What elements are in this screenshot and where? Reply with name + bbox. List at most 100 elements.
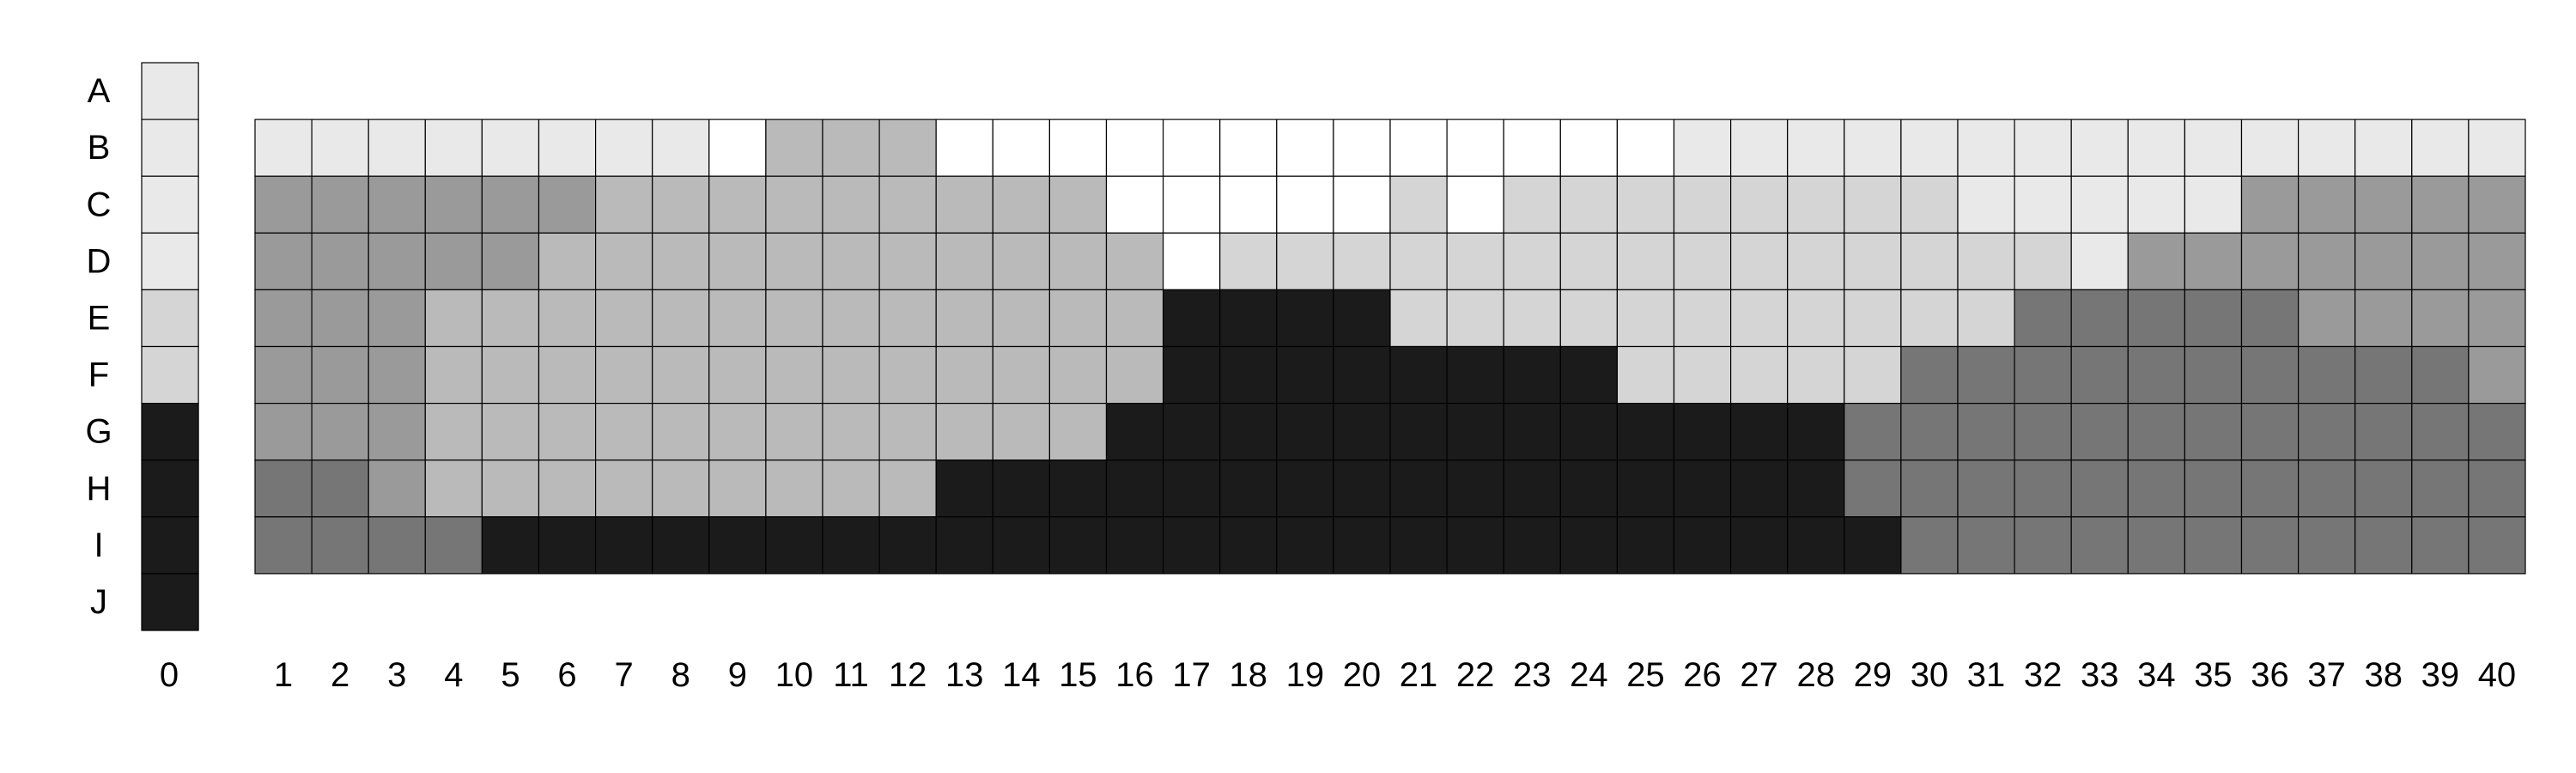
cell-E-20	[1333, 289, 1391, 348]
col-label-7: 7	[615, 656, 634, 694]
cell-D-2	[311, 232, 369, 290]
col-label-33: 33	[2081, 656, 2119, 694]
col-label-4: 4	[444, 656, 463, 694]
cell-E-12	[878, 289, 937, 348]
col-label-16: 16	[1115, 656, 1154, 694]
cell-B-1	[254, 119, 313, 177]
cell-F-7	[594, 345, 653, 405]
cell-E-37	[2298, 289, 2356, 348]
cell-I-4	[424, 516, 483, 575]
cell-C-6	[538, 175, 597, 234]
cell-H-22	[1446, 460, 1504, 518]
cell-G-32	[2014, 403, 2072, 461]
cell-G-11	[822, 403, 880, 461]
cell-D-24	[1559, 232, 1619, 290]
cell-F-28	[1787, 345, 1845, 405]
col-label-9: 9	[728, 656, 747, 694]
cell-I-28	[1787, 516, 1845, 575]
cell-D-29	[1844, 232, 1902, 290]
cell-H-37	[2298, 460, 2356, 518]
cell-I-22	[1446, 516, 1504, 575]
cell-E-8	[652, 289, 710, 348]
cell-B-3	[368, 119, 426, 177]
cell-F-32	[2014, 345, 2072, 405]
cell-H-12	[878, 460, 937, 518]
cell-H-9	[708, 460, 767, 518]
col-label-21: 21	[1400, 656, 1438, 694]
cell-E-10	[765, 289, 823, 348]
cell-D-30	[1900, 232, 1959, 290]
cell-C-35	[2184, 175, 2243, 234]
cell-F-15	[1048, 345, 1108, 405]
cell-E-24	[1559, 289, 1619, 348]
cell-F-27	[1729, 345, 1789, 405]
cell-I-2	[311, 516, 369, 575]
cell-C-11	[822, 175, 880, 234]
cell-B-33	[2070, 119, 2129, 177]
cell-B-34	[2127, 119, 2186, 177]
row-label-D: D	[87, 242, 112, 280]
cell-H-3	[368, 460, 426, 518]
cell-E-28	[1787, 289, 1845, 348]
cell-H-4	[424, 460, 483, 518]
cell-B-25	[1616, 119, 1675, 177]
cell-E-23	[1503, 289, 1561, 348]
cell-C-24	[1559, 175, 1619, 234]
cell-I-36	[2240, 516, 2300, 575]
cell-B-27	[1729, 119, 1789, 177]
cell-C-38	[2354, 175, 2413, 234]
column-labels: 0 1 2 3 4 5 6 7 8 9 10 11 12 13 14 15 16 17 18 19 20 21 22 23 24…	[160, 656, 2516, 694]
cell-I-12	[878, 516, 937, 575]
cell-H-30	[1900, 460, 1959, 518]
cell-G-34	[2127, 403, 2186, 461]
cell-I-15	[1048, 516, 1108, 575]
col-label-18: 18	[1230, 656, 1268, 694]
cell-C-39	[2411, 175, 2470, 234]
row-label-A: A	[88, 72, 111, 110]
cell-E-39	[2411, 289, 2470, 348]
cell-D-21	[1389, 232, 1448, 290]
cell-E-14	[992, 289, 1051, 348]
cell-D-9	[708, 232, 767, 290]
cell-C-17	[1162, 175, 1221, 234]
cell-H-1	[254, 460, 313, 518]
cell-B-24	[1559, 119, 1619, 177]
cell-I-13	[935, 516, 993, 575]
cell-I-25	[1616, 516, 1675, 575]
row-label-J: J	[90, 583, 107, 621]
col-label-5: 5	[501, 656, 519, 694]
cell-F-5	[481, 345, 540, 405]
cell-C-36	[2240, 175, 2300, 234]
cell-F-4	[424, 345, 483, 405]
cell-H-26	[1673, 460, 1732, 518]
col-label-38: 38	[2365, 656, 2403, 694]
cell-G-23	[1503, 403, 1561, 461]
cell-C-23	[1503, 175, 1561, 234]
cell-E-2	[311, 289, 369, 348]
cell-B-6	[538, 119, 597, 177]
col-label-12: 12	[889, 656, 927, 694]
row-label-C: C	[87, 186, 112, 223]
col-label-31: 31	[1967, 656, 2006, 694]
cell-F-2	[311, 345, 369, 405]
cell-I-14	[992, 516, 1051, 575]
col-label-15: 15	[1059, 656, 1097, 694]
ref-cell-B	[141, 119, 199, 177]
cell-I-32	[2014, 516, 2072, 575]
col-label-14: 14	[1002, 656, 1041, 694]
cell-I-40	[2468, 516, 2526, 575]
cell-D-17	[1162, 232, 1221, 290]
cell-F-40	[2468, 345, 2526, 405]
cell-I-31	[1957, 516, 2015, 575]
cell-G-12	[878, 403, 937, 461]
cell-F-11	[822, 345, 880, 405]
cell-B-13	[935, 119, 993, 177]
cell-I-35	[2184, 516, 2243, 575]
cell-H-8	[652, 460, 710, 518]
cell-D-23	[1503, 232, 1561, 290]
col-label-23: 23	[1513, 656, 1552, 694]
cell-E-13	[935, 289, 993, 348]
cell-B-23	[1503, 119, 1561, 177]
ref-cell-E	[141, 289, 199, 348]
